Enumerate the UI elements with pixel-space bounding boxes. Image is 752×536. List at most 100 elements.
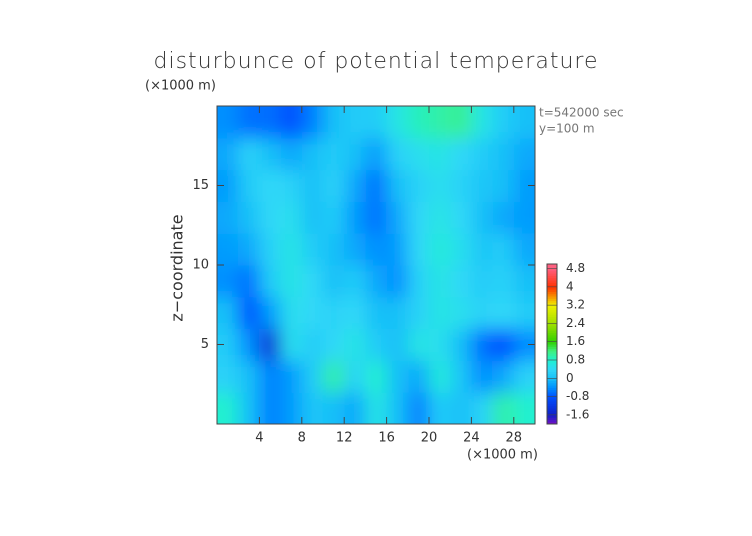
cell [259,328,282,361]
cell [238,360,260,393]
cell [217,233,239,266]
cell [238,265,260,298]
cell [259,137,282,171]
cell [280,360,303,393]
colorbar-band [547,408,557,411]
cell [492,265,515,298]
cell [365,169,388,202]
x-tick-label: 8 [298,431,306,446]
cell [429,137,451,171]
cell [323,296,345,330]
cell [492,392,515,424]
colorbar-band [547,366,557,370]
cell [492,328,515,361]
cell [429,169,451,202]
cell [513,392,535,424]
colorbar-frame [546,263,558,425]
cell [259,201,282,234]
cell [471,201,494,234]
colorbar-band [547,355,557,359]
x-tick-label: 28 [506,431,523,446]
cell [471,265,494,298]
cell [344,137,366,171]
cell [301,106,324,139]
cell [217,137,239,171]
colorbar-band [547,318,557,322]
cell [323,169,345,202]
colorbar-band [547,284,557,288]
colorbar-band [547,339,557,343]
colorbar-band [547,410,557,414]
cell [301,169,324,202]
colorbar-band [547,341,557,345]
cell [217,169,239,202]
x-tick-label: 24 [463,431,480,446]
cell [471,169,494,202]
cell [450,265,472,298]
cell [365,392,388,424]
colorbar-band [547,348,557,352]
colorbar-band [547,387,557,391]
cell [259,265,282,298]
cell [238,296,260,330]
colorbar-band [547,323,557,327]
cell [238,233,260,266]
cell [344,106,366,139]
cell [386,137,409,171]
cell [471,328,494,361]
colorbar-band [547,305,557,308]
cell [259,233,282,266]
cell [471,360,494,393]
cell [407,201,430,234]
colorbar-tick-label: 2.4 [566,316,585,330]
cell [450,360,472,393]
cell [344,328,366,361]
colorbar-band [547,405,557,409]
colorbar-band [547,312,557,315]
cell [217,106,239,139]
cell [238,201,260,234]
colorbar-band [547,346,557,350]
cell [323,233,345,266]
cell [323,201,345,234]
cell [344,360,366,393]
cell [429,233,451,266]
cell [386,169,409,202]
cell [323,137,345,171]
cell [238,169,260,202]
cell [365,328,388,361]
cell [259,169,282,202]
cell [238,392,260,424]
colorbar-band [547,389,557,393]
colorbar-band [547,403,557,407]
chart-title: disturbunce of potential temperature [154,49,599,74]
cell [301,201,324,234]
cell [407,137,430,171]
colorbar-band [547,280,557,283]
colorbar-band [547,364,557,368]
colorbar-band [547,401,557,404]
colorbar-band [547,325,557,329]
cell [386,296,409,330]
cell [513,106,535,139]
x-tick-label: 20 [421,431,438,446]
cell [429,201,451,234]
cell [217,296,239,330]
cell [407,106,430,139]
colorbar-band [547,266,557,270]
colorbar-band [547,380,557,384]
cell [238,137,260,171]
colorbar-tick-label: 0.8 [566,353,585,367]
cell [217,392,239,424]
field [217,106,535,424]
cell [450,201,472,234]
cell [471,392,494,424]
colorbar-band [547,382,557,386]
colorbar-tick-label: 4.8 [566,261,585,275]
cell [301,360,324,393]
colorbar: -1.6 -0.8 0 0.8 1.6 2.4 3.2 4 4.8 [546,261,589,425]
cell [301,265,324,298]
cell [429,265,451,298]
y-axis-label: z−coordinate [168,214,187,321]
